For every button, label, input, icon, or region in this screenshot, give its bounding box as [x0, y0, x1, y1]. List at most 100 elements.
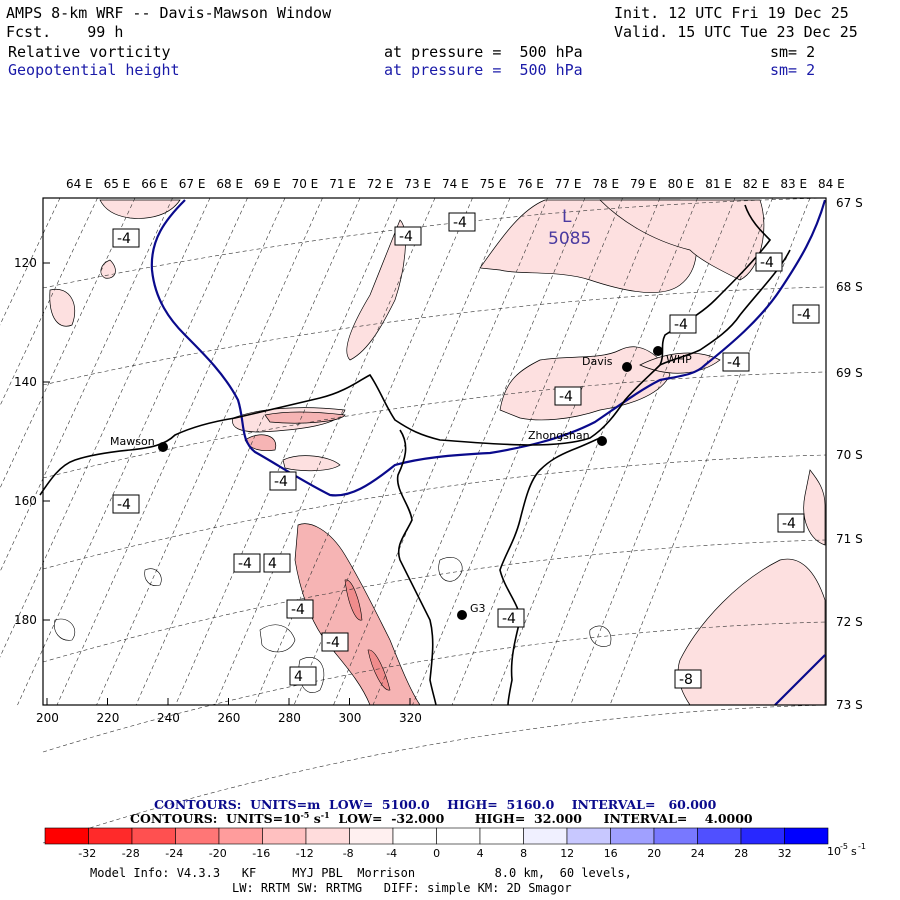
colorbar-cell — [479, 827, 524, 845]
x-tick-label: 240 — [157, 711, 180, 725]
lon-label: 81 E — [705, 177, 732, 191]
colorbar-cell — [44, 827, 89, 845]
y-tick-label: 160 — [14, 494, 37, 508]
contour-label-box — [394, 226, 422, 246]
contour-label: -4 — [238, 556, 252, 572]
colorbar-cell — [566, 827, 611, 845]
colorbar-cell — [392, 827, 437, 845]
lat-label: 72 S — [836, 615, 863, 629]
colorbar-label: -32 — [78, 847, 96, 860]
colorbar-label: 20 — [647, 847, 661, 860]
x-tick-label: 260 — [218, 711, 241, 725]
lat-label: 68 S — [836, 280, 863, 294]
colorbar-label: 0 — [433, 847, 440, 860]
colorbar-label: 8 — [520, 847, 527, 860]
contour-label: -4 — [674, 317, 688, 333]
colorbar-unit-s-exponent: -1 — [858, 842, 866, 851]
colorbar-unit-s: s — [851, 845, 857, 858]
contour-label-box — [792, 304, 820, 324]
contour-label-box — [112, 494, 140, 514]
x-tick-label: 300 — [339, 711, 362, 725]
colorbar-cell — [349, 827, 394, 845]
lon-label: 80 E — [668, 177, 695, 191]
low-center-label: L — [562, 207, 572, 227]
y-tick-label: 140 — [14, 375, 37, 389]
contour-label: -4 — [326, 635, 340, 651]
lon-label: 78 E — [592, 177, 619, 191]
colorbar-label: 4 — [477, 847, 484, 860]
field1-smoothing: sm= 2 — [770, 43, 816, 61]
contour-label-box — [554, 386, 582, 406]
lon-label: 66 E — [141, 177, 168, 191]
contour-labels: -4 -4 -4 -4 -4 -4 -4 -4 -4 -4 -4 -4 -4 -4 4 4 -4 -8 — [112, 212, 820, 689]
lon-label: 69 E — [254, 177, 281, 191]
map-axes: 64 E 65 E 66 E 67 E 68 E 69 E 70 E 71 E 72 E 73 E… — [14, 177, 863, 725]
contour-label-box — [674, 669, 702, 689]
model-info: Model Info: V4.3.3 KF MYJ PBL Morrison 8… — [90, 866, 632, 880]
lat-label: 67 S — [836, 196, 863, 210]
colorbar-label: 32 — [778, 847, 792, 860]
colorbar-label: -8 — [343, 847, 354, 860]
contour-label: -4 — [727, 355, 741, 371]
colorbar-label: -4 — [386, 847, 397, 860]
plot-frame — [42, 197, 827, 706]
colorbar-cell — [262, 827, 307, 845]
lon-label: 79 E — [630, 177, 657, 191]
station-mawson: Mawson — [110, 435, 155, 448]
init-time: Init. 12 UTC Fri 19 Dec 25 — [614, 4, 849, 22]
colorbar-cell — [305, 827, 350, 845]
plot-title: AMPS 8-km WRF -- Davis-Mawson Window — [6, 4, 332, 22]
contour-label: -4 — [117, 231, 131, 247]
station-g3: G3 — [470, 602, 486, 615]
contour-label-box — [112, 228, 140, 248]
contour-label: -4 — [559, 389, 573, 405]
x-tick-label: 320 — [399, 711, 422, 725]
contour-label: -4 — [399, 229, 413, 245]
vorticity-stronger — [344, 579, 391, 691]
lon-label: 65 E — [104, 177, 131, 191]
contour-label: 4 — [294, 669, 303, 685]
field1-name: Relative vorticity — [8, 43, 171, 61]
lon-label: 82 E — [743, 177, 770, 191]
contour-label-box — [497, 608, 525, 628]
field2-smoothing: sm= 2 — [770, 61, 816, 79]
contour-label-box — [722, 352, 750, 372]
colorbar-unit-exponent: -5 — [840, 842, 848, 851]
colorbar-label: 24 — [691, 847, 705, 860]
colorbar-unit: 10 — [827, 845, 841, 858]
valid-time: Valid. 15 UTC Tue 23 Dec 25 — [614, 23, 858, 41]
lon-label: 84 E — [818, 177, 845, 191]
contour-label-box — [321, 632, 349, 652]
lat-label: 71 S — [836, 532, 863, 546]
colorbar-label: -28 — [122, 847, 140, 860]
colorbar-label: 12 — [560, 847, 574, 860]
contour-label-box — [286, 599, 314, 619]
colorbar-cell — [784, 827, 829, 845]
lat-label: 70 S — [836, 448, 863, 462]
station-markers — [158, 346, 663, 620]
colorbar: -32 -28 -24 -20 -16 -12 -8 -4 0 4 8 12 16 20 24 28 32 10-… — [44, 827, 866, 860]
colorbar-label: -16 — [252, 847, 270, 860]
colorbar-label: 16 — [604, 847, 618, 860]
vorticity-contour-info: CONTOURS: UNITS=10-5 s-1 LOW= -32.000 HI… — [130, 810, 753, 827]
contour-label: -8 — [679, 672, 693, 688]
contour-label-box — [289, 666, 317, 686]
colorbar-cell — [610, 827, 655, 845]
colorbar-cell — [653, 827, 698, 845]
colorbar-cell — [218, 827, 263, 845]
lon-label: 77 E — [555, 177, 582, 191]
colorbar-cell — [740, 827, 785, 845]
station-zhongshan: Zhongshan — [528, 429, 590, 442]
station-davis: Davis — [582, 355, 613, 368]
lon-label: 67 E — [179, 177, 206, 191]
low-center-value: 5085 — [548, 229, 591, 249]
lon-label: 64 E — [66, 177, 93, 191]
contour-label: -4 — [760, 255, 774, 271]
colorbar-cell — [88, 827, 133, 845]
lon-label: 75 E — [480, 177, 507, 191]
contour-label-box — [777, 513, 805, 533]
model-info-physics: LW: RRTM SW: RRTMG DIFF: simple KM: 2D S… — [232, 881, 572, 895]
station-whp: WHP — [666, 353, 692, 366]
contour-label: -4 — [797, 307, 811, 323]
lon-label: 83 E — [780, 177, 807, 191]
